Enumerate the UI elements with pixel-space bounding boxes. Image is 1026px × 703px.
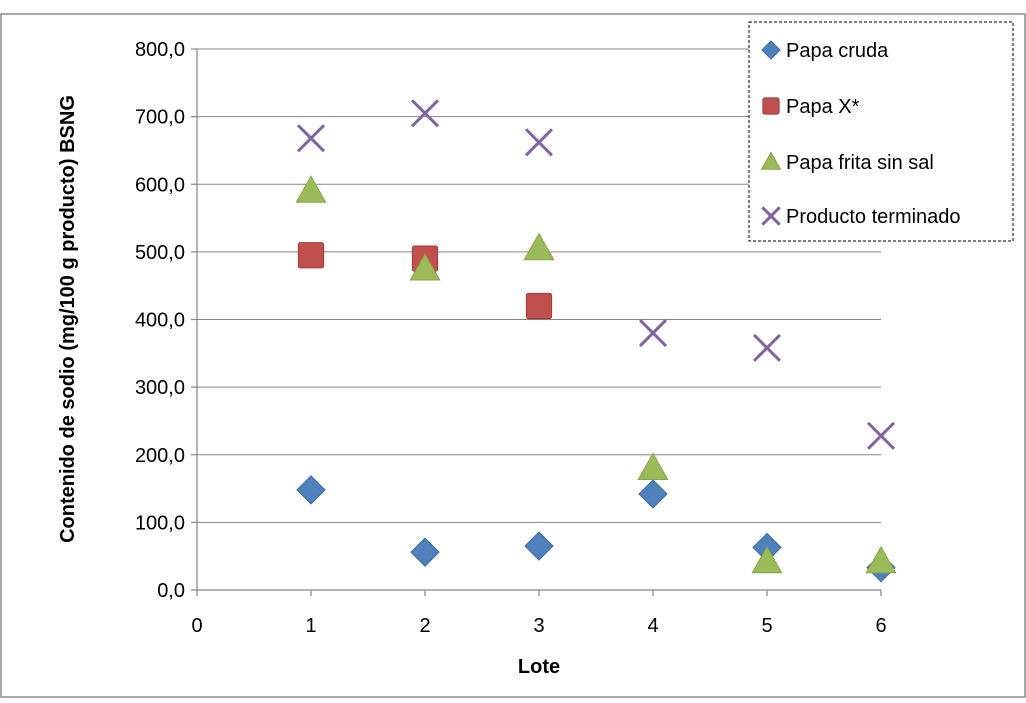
y-tick-label: 300,0 <box>135 377 185 399</box>
legend-marker-papa-cruda <box>761 40 781 60</box>
x-tick-label: 6 <box>875 615 886 637</box>
point-producto-terminado <box>524 128 554 157</box>
x-tick-labels: 0 1 2 3 4 5 6 <box>191 615 886 637</box>
point-producto-terminado <box>866 421 896 450</box>
y-tick-label: 400,0 <box>135 310 185 332</box>
point-papa-cruda <box>410 537 440 567</box>
y-tick-label: 200,0 <box>135 445 185 467</box>
legend-marker-papa-x <box>762 97 780 115</box>
legend-marker-producto-terminado <box>761 206 781 226</box>
point-papa-frita-sin-sal <box>865 545 897 574</box>
point-papa-frita-sin-sal <box>751 545 783 574</box>
x-tick-label: 2 <box>419 615 430 637</box>
x-tick-label: 5 <box>761 615 772 637</box>
point-papa-cruda <box>638 479 668 509</box>
legend-label-papa-x: Papa X* <box>786 96 860 118</box>
legend: Papa cruda Papa X* Papa frita sin sal Produ… <box>748 21 1014 242</box>
point-papa-frita-sin-sal <box>523 232 555 261</box>
x-tick-label: 4 <box>647 615 658 637</box>
axes <box>191 48 882 596</box>
y-tick-labels: 0,0 100,0 200,0 300,0 400,0 500,0 600,0 700,0 80… <box>135 39 185 602</box>
x-tick-label: 1 <box>305 615 316 637</box>
y-tick-label: 600,0 <box>135 174 185 196</box>
point-producto-terminado <box>296 124 326 153</box>
data-markers <box>295 99 897 583</box>
y-axis-title: Contenido de sodio (mg/100 g producto) B… <box>57 95 79 543</box>
point-papa-x <box>297 242 325 269</box>
point-papa-cruda <box>296 475 326 505</box>
point-producto-terminado <box>752 333 782 362</box>
legend-box <box>748 21 1014 242</box>
point-papa-frita-sin-sal <box>409 253 441 281</box>
y-tick-label: 800,0 <box>135 39 185 61</box>
point-producto-terminado <box>410 99 440 128</box>
point-papa-cruda <box>524 531 554 561</box>
point-producto-terminado <box>638 319 668 348</box>
legend-label-papa-cruda: Papa cruda <box>786 40 889 62</box>
legend-label-papa-frita-sin-sal: Papa frita sin sal <box>786 152 934 174</box>
y-tick-label: 0,0 <box>157 580 185 602</box>
point-papa-x <box>525 292 553 320</box>
y-tick-label: 100,0 <box>135 512 185 534</box>
legend-label-producto-terminado: Producto terminado <box>786 206 961 228</box>
x-axis-title: Lote <box>518 656 560 678</box>
x-tick-label: 3 <box>533 615 544 637</box>
point-papa-frita-sin-sal <box>637 452 669 480</box>
y-tick-label: 500,0 <box>135 242 185 264</box>
x-tick-label: 0 <box>191 615 202 637</box>
point-papa-frita-sin-sal <box>295 175 327 203</box>
legend-marker-papa-frita-sin-sal <box>760 151 782 170</box>
y-tick-label: 700,0 <box>135 107 185 129</box>
